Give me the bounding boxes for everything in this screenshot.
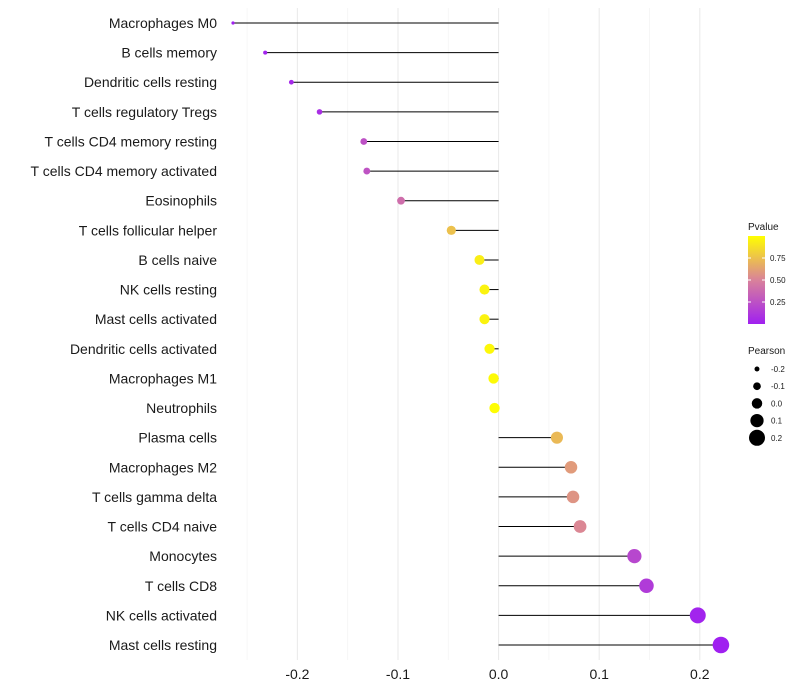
category-label: T cells CD4 memory resting (45, 133, 217, 149)
data-point (288, 79, 294, 85)
data-point (639, 578, 654, 594)
category-label: T cells gamma delta (92, 489, 217, 505)
x-tick-label: 0.0 (489, 666, 509, 682)
stems (233, 22, 721, 646)
pvalue-colorbar (748, 236, 765, 324)
points (231, 21, 730, 654)
data-point (550, 431, 563, 444)
colorbar-label: 0.50 (770, 276, 786, 285)
data-point (446, 225, 456, 235)
category-label: T cells follicular helper (79, 222, 218, 238)
data-point (573, 520, 587, 533)
category-label: Plasma cells (138, 430, 217, 446)
x-tick-label: 0.2 (690, 666, 710, 682)
size-legend-key (753, 382, 761, 391)
x-tick-label: -0.2 (285, 666, 309, 682)
data-point (627, 549, 642, 564)
category-label: Macrophages M0 (109, 15, 217, 31)
x-tick-label: 0.1 (589, 666, 609, 682)
data-point (479, 284, 490, 295)
category-label: T cells CD4 memory activated (31, 163, 217, 179)
category-label: T cells CD4 naive (108, 519, 218, 535)
data-point (712, 636, 730, 654)
data-point (484, 343, 495, 354)
data-point (479, 314, 490, 325)
category-label: Macrophages M2 (109, 459, 217, 475)
size-legend-label: 0.2 (771, 434, 783, 443)
category-label: Mast cells resting (109, 637, 217, 653)
data-point (488, 373, 499, 384)
size-legend-key (751, 398, 763, 409)
y-axis-labels: Macrophages M0 B cells memory Dendritic ce… (31, 15, 218, 653)
legends: Pvalue 0.75 0.50 0.25 Pearson -0.2 -0.1 0.0 0.1 0… (748, 222, 786, 446)
grid-lines (246, 8, 701, 660)
size-legend-label: 0.1 (771, 417, 783, 426)
category-label: Mast cells activated (95, 311, 217, 327)
data-point (566, 490, 580, 504)
pvalue-legend-title: Pvalue (748, 222, 779, 233)
data-point (489, 402, 500, 414)
category-label: B cells naive (138, 252, 217, 268)
data-point (474, 254, 485, 265)
data-point (231, 21, 235, 25)
category-label: Monocytes (149, 548, 217, 564)
size-legend-key (750, 413, 764, 428)
colorbar-label: 0.75 (770, 254, 786, 263)
size-legend-label: -0.1 (771, 382, 785, 391)
category-label: B cells memory (121, 45, 217, 61)
data-point (397, 196, 405, 205)
pearson-legend-title: Pearson (748, 346, 785, 357)
data-point (360, 138, 368, 145)
data-point (263, 50, 268, 55)
size-legend-label: 0.0 (771, 399, 783, 408)
data-point (689, 607, 706, 624)
size-legend-label: -0.2 (771, 365, 785, 374)
category-label: Dendritic cells activated (70, 341, 217, 357)
size-legend-key (754, 366, 760, 372)
category-label: NK cells resting (120, 282, 217, 298)
category-label: Eosinophils (145, 193, 217, 209)
category-label: T cells CD8 (145, 578, 217, 594)
x-tick-label: -0.1 (386, 666, 410, 682)
data-point (316, 109, 323, 115)
colorbar-label: 0.25 (770, 298, 786, 307)
category-label: NK cells activated (106, 607, 217, 623)
category-label: Dendritic cells resting (84, 74, 217, 90)
size-legend-key (748, 429, 766, 446)
x-axis-ticks: -0.2 -0.1 0.0 0.1 0.2 (285, 666, 709, 682)
data-point (564, 461, 578, 474)
category-label: Macrophages M1 (109, 370, 217, 386)
category-label: Neutrophils (146, 400, 217, 416)
data-point (363, 167, 371, 175)
category-label: T cells regulatory Tregs (72, 104, 217, 120)
